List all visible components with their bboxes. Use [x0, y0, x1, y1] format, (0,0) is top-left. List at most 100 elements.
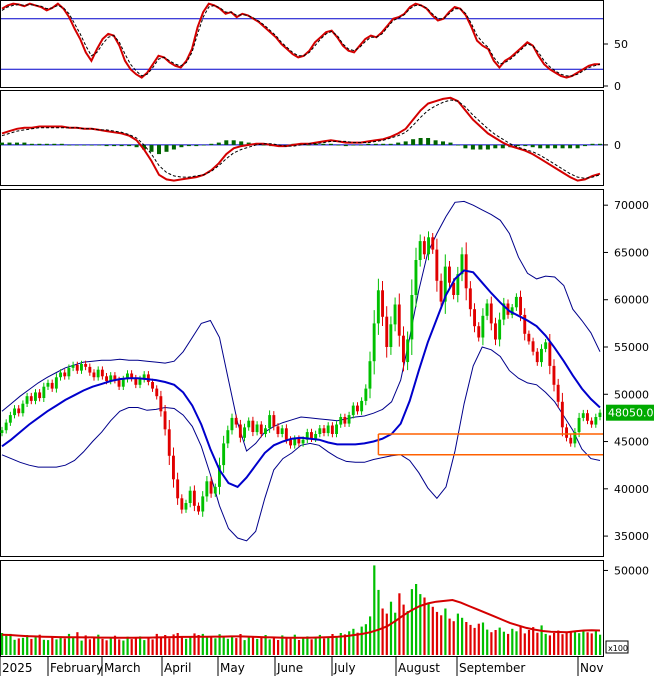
- macd-histogram-bar: [366, 143, 371, 145]
- axis-labels: 0 50 0 35000 40000 45000 50000 55000 60000 65000 7…: [0, 38, 649, 676]
- macd-histogram-bar: [358, 144, 363, 146]
- volume-bar: [444, 608, 447, 655]
- candle-body: [360, 400, 364, 412]
- candle-body: [109, 375, 113, 382]
- volume-bar: [343, 634, 347, 655]
- macd-histogram-bar: [239, 141, 244, 145]
- macd-histogram-bar: [97, 144, 102, 146]
- macd-histogram-bar: [433, 140, 438, 145]
- candle-body: [234, 417, 238, 425]
- volume-bar: [5, 635, 8, 655]
- macd-histogram-bar: [456, 144, 460, 146]
- candle-body: [251, 420, 255, 432]
- volume-bar: [423, 597, 426, 655]
- macd-histogram-bar: [74, 144, 79, 146]
- macd-histogram-bar: [67, 144, 72, 146]
- x-axis-label: July: [333, 661, 356, 675]
- volume-bar: [339, 633, 342, 655]
- x-axis-label: June: [276, 661, 303, 675]
- macd-histogram-bar: [321, 143, 326, 145]
- macd-histogram-bar: [134, 144, 139, 148]
- candle-body: [88, 366, 92, 373]
- price-tick-label: 35000: [614, 530, 649, 543]
- volume-bar: [402, 604, 405, 655]
- candle-body: [422, 241, 426, 255]
- volume-bar: [369, 616, 372, 655]
- volume-bar: [536, 632, 539, 655]
- volume-bar: [1, 633, 4, 655]
- stochastic-tick-label: 0: [614, 80, 621, 93]
- volume-bar: [197, 635, 200, 655]
- candle-body: [34, 392, 37, 401]
- candle-body: [0, 430, 4, 433]
- volume-bar: [172, 634, 175, 655]
- candle-body: [598, 412, 602, 417]
- volume-bar: [134, 638, 137, 655]
- volume-bar: [435, 611, 439, 655]
- volume-bar: [410, 589, 413, 655]
- volume-bar: [159, 636, 163, 655]
- volume-bar: [84, 635, 87, 655]
- candle-body: [17, 408, 21, 414]
- candle-body: [560, 401, 564, 428]
- candle-body: [50, 382, 54, 389]
- volume-bar: [318, 634, 321, 655]
- x-axis-label: September: [459, 661, 525, 675]
- volume-bar: [176, 633, 179, 655]
- volume-tick-label: 50000: [614, 564, 649, 577]
- candle-body: [8, 415, 12, 423]
- macd-histogram-bar: [523, 144, 528, 147]
- macd-histogram-bar: [224, 140, 229, 145]
- candle-body: [121, 379, 125, 387]
- price-moving-average: [1, 269, 601, 489]
- volume-bar: [494, 630, 497, 655]
- candle-body: [531, 341, 535, 352]
- volume-bar: [214, 638, 217, 655]
- candle-body: [494, 323, 497, 340]
- volume-bar: [51, 637, 54, 655]
- candle-body: [100, 369, 104, 377]
- candle-body: [577, 417, 581, 433]
- candlesticks: [0, 231, 602, 517]
- bollinger-lower-band: [1, 346, 601, 542]
- candle-body: [4, 422, 8, 431]
- candle-body: [544, 342, 548, 349]
- volume-bar: [544, 633, 547, 655]
- volume-bar: [289, 638, 292, 655]
- macd-histogram-bar: [194, 144, 199, 147]
- candle-body: [213, 486, 217, 494]
- x-axis-label: March: [104, 661, 141, 675]
- volume-bar: [26, 635, 29, 655]
- candle-body: [427, 237, 430, 255]
- volume-bar: [47, 640, 50, 655]
- candle-body: [460, 254, 464, 275]
- volume-bar: [9, 633, 12, 655]
- candle-body: [197, 505, 200, 512]
- candle-body: [343, 417, 347, 424]
- macd-histogram-bar: [112, 144, 117, 147]
- volume-bar: [55, 639, 58, 655]
- stochastic-lines: [1, 2, 603, 79]
- volume-bar: [281, 635, 284, 655]
- candle-body: [259, 424, 263, 434]
- volume-bar: [13, 639, 16, 655]
- volume-bar: [105, 640, 108, 655]
- macd-histogram-bar: [388, 143, 393, 145]
- x-axis-label: February: [50, 661, 103, 675]
- macd-histogram-bar: [343, 144, 348, 147]
- volume-bar: [151, 639, 154, 655]
- candle-body: [443, 266, 447, 302]
- macd-histogram-bar: [179, 144, 184, 148]
- volume-bar: [76, 632, 79, 655]
- volume-bar: [461, 617, 464, 655]
- macd-histogram-bar: [463, 144, 468, 149]
- volume-bar: [582, 630, 585, 655]
- macd-histogram-bar: [0, 142, 4, 145]
- candle-body: [414, 260, 418, 295]
- x-axis-label: August: [398, 661, 440, 675]
- macd-histogram-bar: [89, 144, 94, 146]
- candle-body: [71, 365, 75, 368]
- candle-body: [222, 443, 226, 466]
- candle-body: [435, 249, 439, 281]
